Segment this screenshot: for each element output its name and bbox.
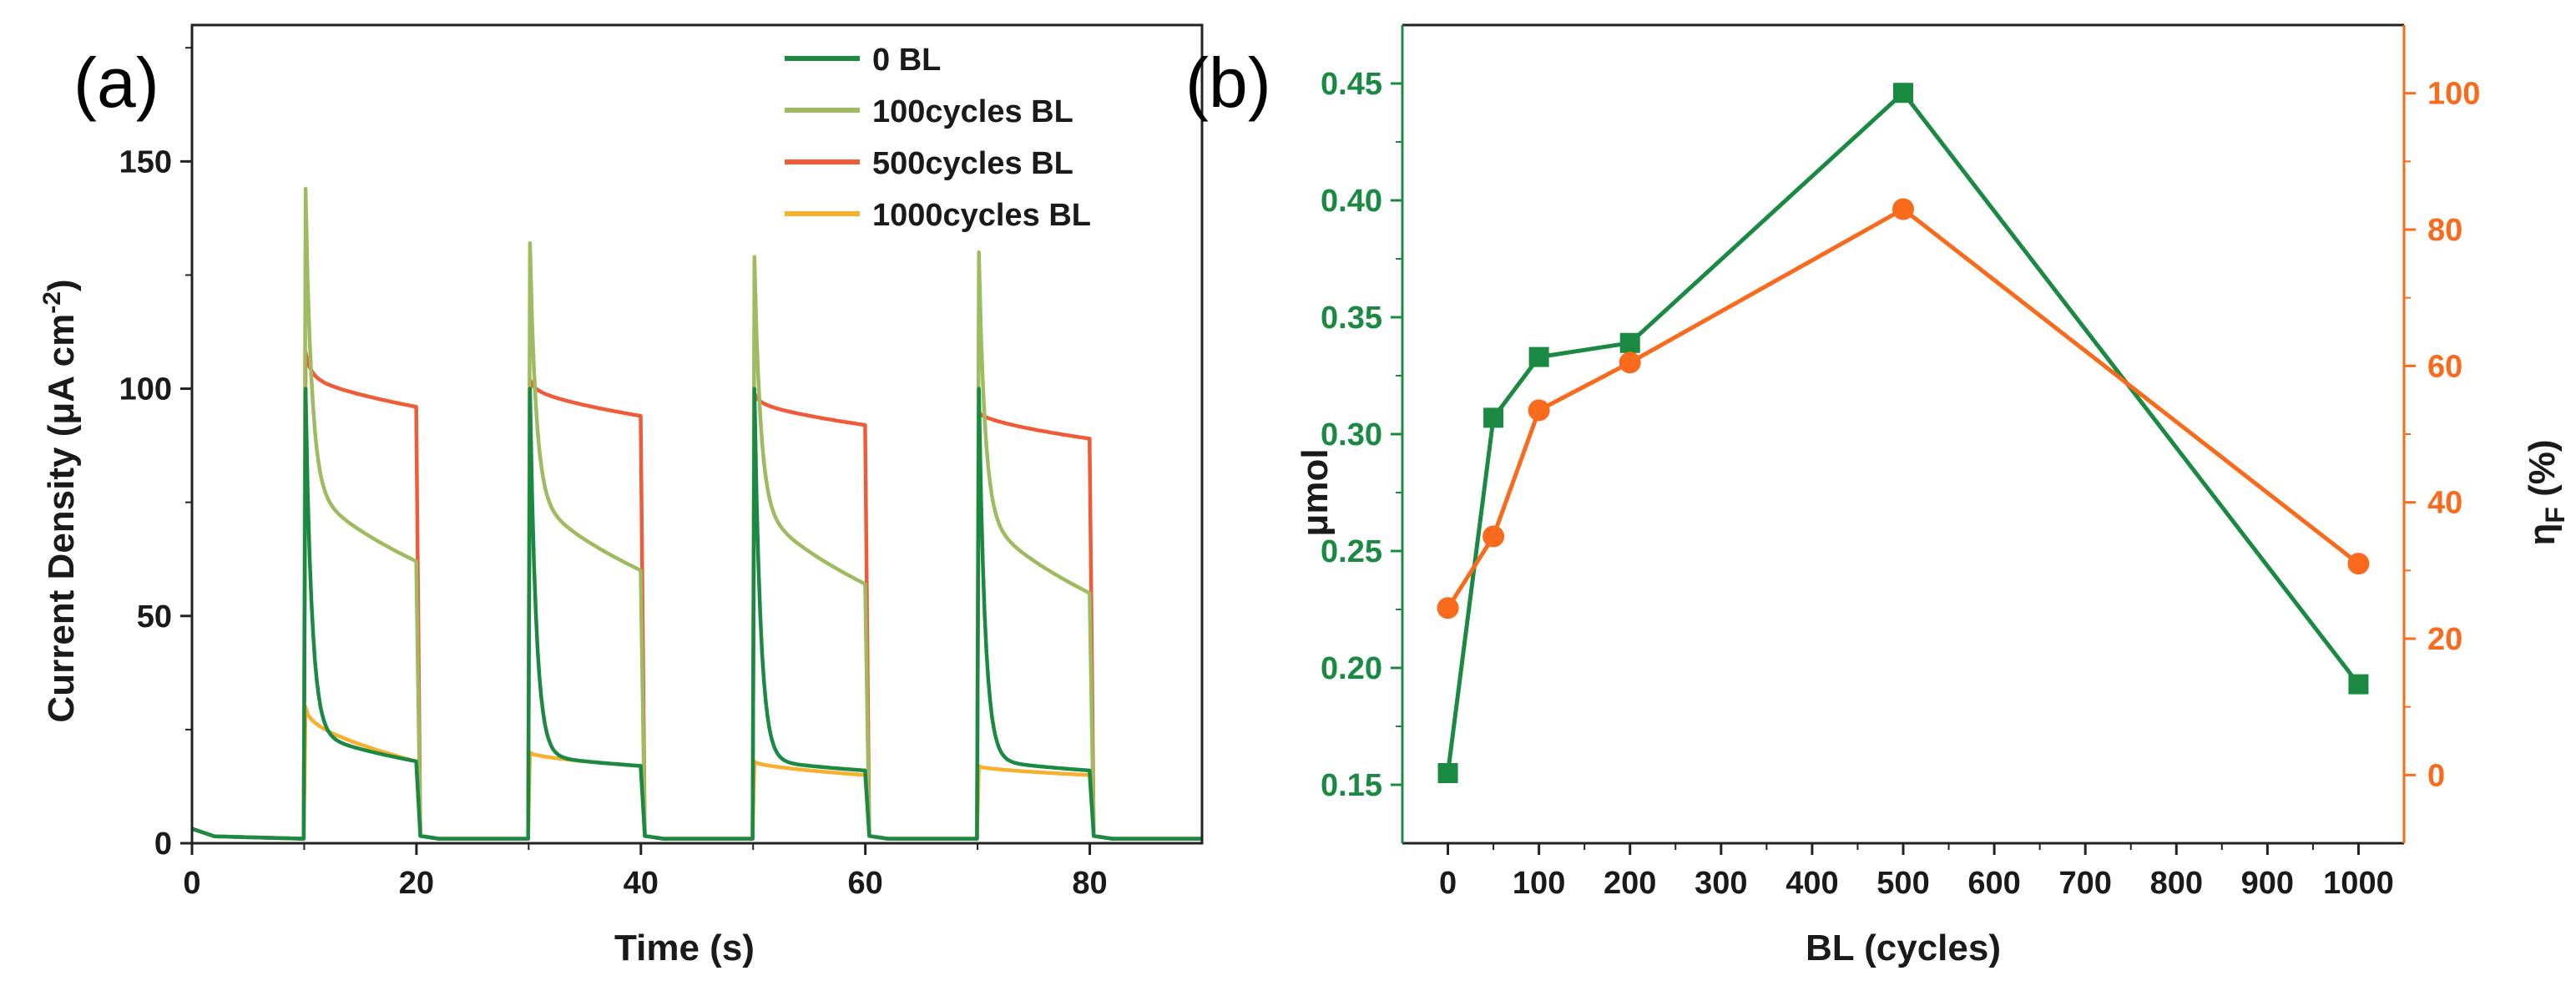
panel-b-right-y-ticks: 0 20 40 60 80 100 (2404, 77, 2480, 793)
panel-b-left-y-axis-label: μmol (1295, 448, 1336, 536)
panel-b-x-tick-label: 1000 (2323, 866, 2394, 901)
panel-a-legend-label: 0 BL (872, 43, 941, 78)
panel-b-right-y-axis-label-main: η (2522, 523, 2563, 546)
panel-a-x-tick-label: 40 (624, 866, 659, 901)
panel-b-efficiency-point (2347, 553, 2370, 575)
panel-a-x-tick-label: 80 (1072, 866, 1107, 901)
panel-b-x-tick-label: 0 (1439, 866, 1457, 901)
panel-a-legend-label: 100cycles BL (872, 94, 1073, 129)
panel-a-y-axis-label-main: Current Density (μA cm (41, 314, 82, 723)
panel-b-series-group (1437, 83, 2370, 783)
panel-b-series-line-umol (1446, 89, 2361, 774)
panel-b-umol-point (1483, 407, 1504, 428)
panel-b-umol-point (1619, 332, 1640, 353)
panel-b-x-tick-label: 900 (2241, 866, 2294, 901)
panel-a-x-tick-label: 60 (848, 866, 883, 901)
panel-b-umol-point (1437, 763, 1458, 783)
panel-b-right-y-tick-label: 100 (2427, 77, 2480, 112)
panel-a-legend-label: 500cycles BL (872, 146, 1073, 181)
panel-a-x-axis-label: Time (s) (614, 928, 755, 968)
panel-a-x-tick-label: 0 (183, 866, 200, 901)
panel-b-x-tick-label: 100 (1513, 866, 1565, 901)
panel-b-umol-point (1528, 346, 1549, 367)
panel-b-axes (1401, 23, 2406, 845)
panel-b-left-y-tick-label: 0.45 (1321, 67, 1382, 102)
panel-b-umol-point (1893, 83, 1913, 104)
panel-b-left-y-tick-label: 0.40 (1321, 184, 1382, 219)
panel-b-series-line-faradaic-efficiency (1446, 206, 2361, 609)
panel-a-label: (a) (73, 43, 159, 122)
panel-a-y-axis-label: Current Density (μA cm-2) (38, 279, 82, 722)
panel-b-efficiency-point (1437, 597, 1459, 619)
panel-b-left-y-tick-label: 0.20 (1321, 651, 1382, 686)
panel-b-efficiency-point (1528, 399, 1550, 422)
panel-b-left-y-tick-label: 0.30 (1321, 417, 1382, 453)
panel-b-left-y-tick-label: 0.25 (1321, 534, 1382, 569)
panel-b-x-tick-label: 800 (2150, 866, 2203, 901)
panel-a-legend-label: 1000cycles BL (872, 198, 1091, 233)
panel-a-legend: 0 BL 100cycles BL 500cycles BL 1000cycles B… (785, 43, 1091, 233)
panel-b-x-tick-label: 500 (1876, 866, 1929, 901)
panel-b-x-tick-label: 200 (1604, 866, 1656, 901)
panel-a-series-line-s1000 (191, 705, 1202, 841)
panel-a-y-ticks: 0 50 100 150 (119, 47, 192, 862)
panel-a-y-tick-label: 50 (137, 599, 172, 635)
panel-b-right-y-tick-label: 80 (2427, 213, 2462, 248)
panel-b-left-y-tick-label: 0.35 (1321, 301, 1382, 336)
panel-b-left-y-tick-label: 0.15 (1321, 768, 1382, 803)
panel-a-series-line-s0 (191, 387, 1202, 841)
panel-b-x-tick-label: 600 (1967, 866, 2020, 901)
panel-b-efficiency-point (1482, 525, 1505, 548)
panel-a-y-axis-label-close: ) (41, 279, 82, 291)
panel-b-right-y-tick-label: 60 (2427, 349, 2462, 384)
panel-b-right-y-tick-label: 40 (2427, 486, 2462, 521)
panel-b-right-y-axis-label-subscript: F (2540, 507, 2570, 523)
panel-a-series-group (191, 186, 1202, 841)
panel-b-x-tick-label: 300 (1695, 866, 1747, 901)
panel-b-x-axis-label: BL (cycles) (1806, 928, 2001, 968)
panel-b-right-y-tick-label: 0 (2427, 758, 2445, 793)
panel-a-y-tick-label: 100 (119, 372, 172, 407)
panel-a-y-tick-label: 0 (154, 827, 172, 862)
panel-b-label: (b) (1185, 43, 1271, 122)
panel-a-x-ticks: 0 20 40 60 80 (183, 843, 1108, 901)
panel-b-efficiency-point (1619, 351, 1641, 374)
panel-b-right-y-axis-label: ηF (%) (2522, 439, 2570, 545)
panel-b-left-y-ticks: 0.15 0.20 0.25 0.30 0.35 0.40 0.45 (1321, 67, 1402, 803)
panel-a-current-density-chart: (a) 0 20 40 60 80 0 50 100 150 Time (s) Current… (38, 23, 1204, 968)
panel-b-right-y-tick-label: 20 (2427, 622, 2462, 657)
panel-b-x-tick-label: 400 (1786, 866, 1838, 901)
panel-a-series-line-s100 (191, 186, 1202, 841)
panel-a-x-tick-label: 20 (399, 866, 434, 901)
panel-b-efficiency-point (1892, 198, 1914, 220)
panel-b-right-y-axis-label-tail: (%) (2522, 439, 2563, 507)
panel-a-y-axis-label-superscript: -2 (38, 291, 66, 314)
panel-b-x-ticks: 0 100 200 300 400 500 600 700 800 900 1000 (1439, 843, 2394, 901)
panel-b-umol-point (2348, 674, 2369, 695)
panel-a-plot-frame (190, 23, 1204, 845)
panel-b-x-tick-label: 700 (2058, 866, 2111, 901)
panel-a-y-tick-label: 150 (119, 144, 172, 179)
panel-b-bl-cycles-chart: (b) 0 100 200 300 400 500 600 700 800 900 1000 0.1… (1185, 23, 2570, 968)
